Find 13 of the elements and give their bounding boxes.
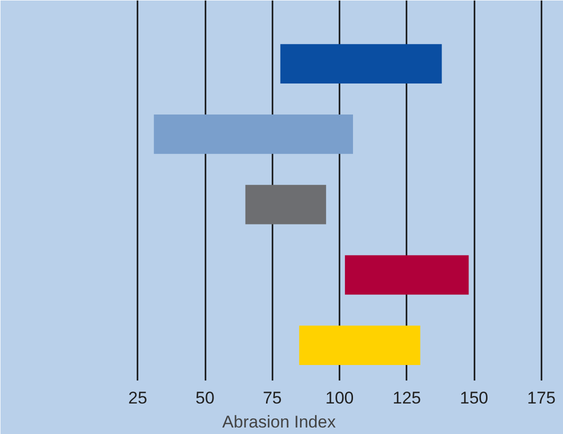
bar [154,114,353,154]
bar [245,184,326,224]
x-tick-label: 25 [128,388,148,408]
x-tick-label: 50 [196,388,214,408]
x-axis-title: Abrasion Index [222,412,336,432]
bar [280,44,442,84]
x-tick-label: 125 [392,388,422,408]
bar [299,326,420,366]
x-tick-label: 100 [325,388,354,408]
bar [344,255,469,295]
x-tick-label: 175 [527,388,556,408]
x-tick-label: 150 [460,388,488,408]
x-tick-label: 75 [262,388,282,408]
